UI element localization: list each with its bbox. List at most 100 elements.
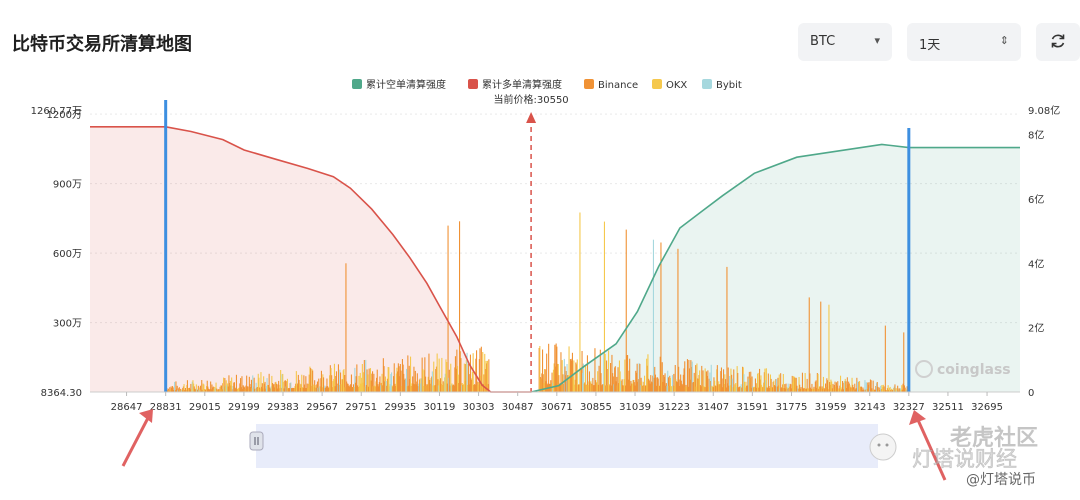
liquidation-bar [720,371,722,392]
liquidation-bar [700,386,702,392]
liquidation-bar [900,389,902,392]
up-down-arrows-icon: ⇕ [999,34,1009,47]
liquidation-bar [367,386,369,392]
liquidation-bar [383,366,385,392]
liquidation-bar [849,385,851,392]
liquidation-bar [486,363,488,392]
liquidation-bar [716,365,718,392]
liquidation-bar [702,370,704,392]
liquidation-bar [423,385,425,392]
liquidation-bar [561,360,563,392]
liquidation-bar [576,364,578,392]
liquidation-bar [183,384,185,392]
liquidation-bar [230,385,232,392]
liquidation-bar [345,263,347,392]
liquidation-bar [697,379,699,392]
liquidation-bar [233,382,235,392]
liquidation-bar [866,389,868,392]
liquidation-bar [195,384,197,392]
liquidation-bar [670,386,672,392]
liquidation-bar [658,385,660,392]
liquidation-bar [248,388,250,392]
liquidation-bar [881,385,883,392]
liquidation-bar [895,388,897,392]
liquidation-bar [850,387,852,392]
current-price-label: 当前价格:30550 [493,93,568,106]
liquidation-bar [248,376,250,392]
liquidation-bar [745,381,747,392]
liquidation-bar [779,388,781,392]
liquidation-bar [683,368,685,392]
liquidation-bar [715,386,717,392]
liquidation-bar [470,380,472,392]
liquidation-bar [720,367,722,392]
liquidation-bar [618,360,620,392]
liquidation-bar [220,385,222,392]
liquidation-bar [586,384,588,392]
liquidation-bar [236,389,238,392]
range-select[interactable]: 1天 ⇕ [907,23,1021,61]
liquidation-bar [471,371,473,392]
liquidation-bar [463,384,465,392]
liquidation-bar [680,374,682,392]
liquidation-bar [449,385,451,392]
liquidation-bar [766,387,768,392]
liquidation-bar [187,388,189,392]
liquidation-bar [625,229,627,392]
liquidation-bar [234,388,236,392]
liquidation-bar [893,387,895,392]
liquidation-bar [868,382,870,392]
liquidation-bar [696,363,698,392]
liquidation-bar [875,386,877,392]
liquidation-bar [390,374,392,392]
refresh-button[interactable] [1036,23,1080,61]
liquidation-bar [538,348,540,392]
liquidation-bar [466,352,468,392]
liquidation-bar [223,386,225,392]
liquidation-bar [712,386,714,392]
liquidation-bar [303,384,305,392]
liquidation-bar [337,385,339,392]
liquidation-bar [733,369,735,392]
liquidation-bar [783,388,785,392]
liquidation-bar [263,376,265,392]
liquidation-bar [170,386,172,392]
liquidation-bar [844,381,846,392]
liquidation-bar [614,367,616,392]
liquidation-bar [450,363,452,392]
liquidation-bar [342,370,344,392]
liquidation-bar [633,382,635,392]
annotation-arrow-head [139,409,153,423]
x-tick-label: 31407 [697,402,729,413]
liquidation-bar [410,385,412,392]
liquidation-bar [739,386,741,392]
coin-select[interactable]: BTC ▾ [798,23,892,61]
liquidation-bar [784,388,786,392]
liquidation-bar [331,375,333,392]
liquidation-bar [543,383,545,392]
liquidation-bar [611,354,613,392]
range-scroller[interactable] [249,424,878,468]
liquidation-bar [597,384,599,392]
liquidation-bar [488,359,490,392]
liquidation-bar [692,382,694,392]
liquidation-bar [671,375,673,392]
liquidation-bar [375,381,377,392]
liquidation-bar [628,370,630,392]
liquidation-bar [627,379,629,392]
liquidation-bar [401,359,403,392]
liquidation-bar [238,387,240,392]
liquidation-bar [763,372,765,392]
liquidation-bar [754,386,756,392]
liquidation-bar [674,386,676,392]
liquidation-bar [867,384,869,392]
liquidation-bar [747,376,749,392]
liquidation-bar [291,388,293,392]
liquidation-bar [350,374,352,392]
liquidation-bar [425,376,427,392]
liquidation-bar [678,386,680,392]
liquidation-bar [299,383,301,392]
liquidation-bar [793,376,795,392]
liquidation-bar [793,376,795,392]
liquidation-bar [668,385,670,392]
